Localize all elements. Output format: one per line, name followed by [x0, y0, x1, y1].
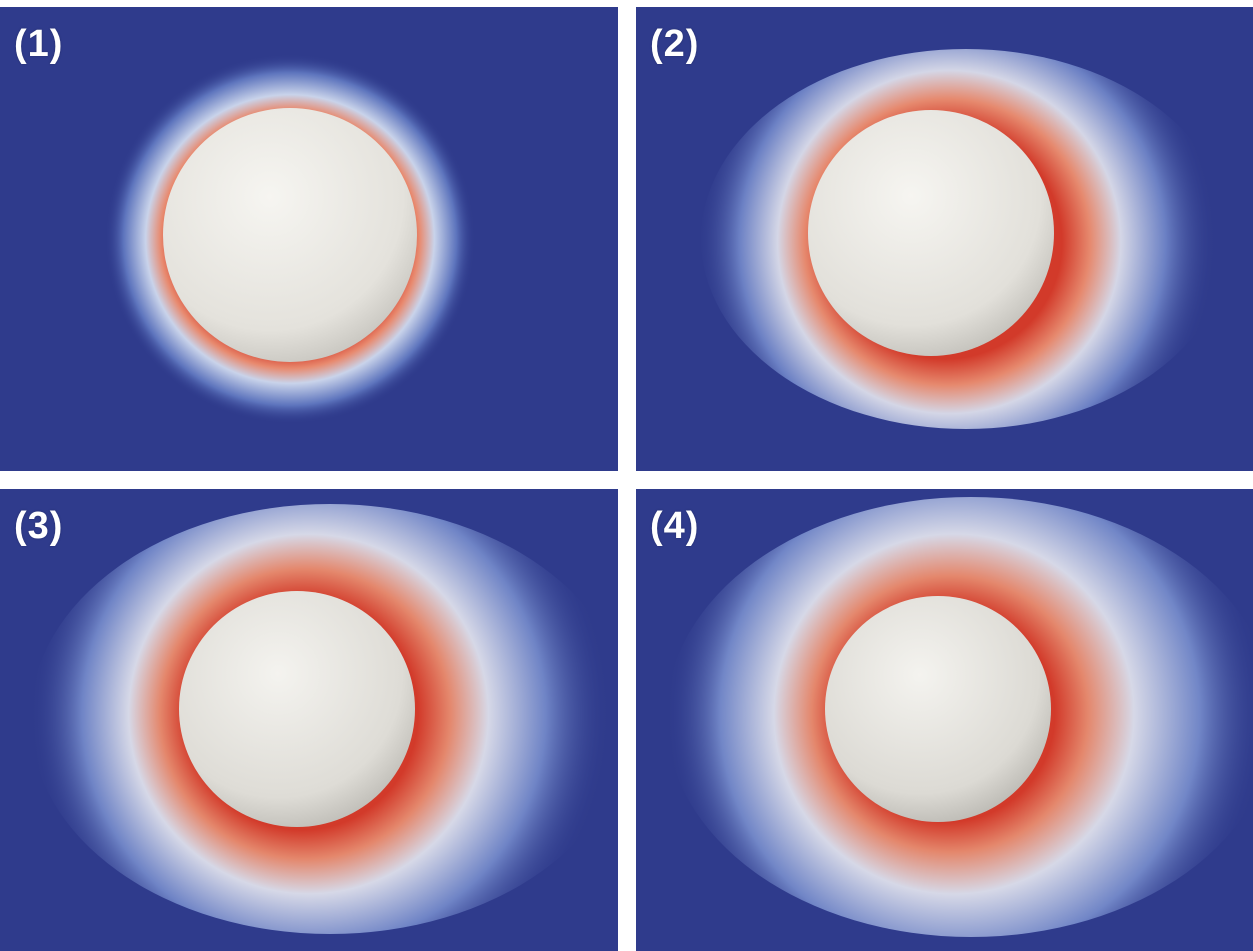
simulation-image-4 [636, 489, 1253, 951]
simulation-image-1 [0, 7, 618, 471]
panel-label: (1) [14, 23, 64, 65]
panel-label: (2) [650, 23, 700, 65]
panel-label: (3) [14, 505, 64, 547]
panel-3: (3) [0, 489, 618, 951]
simulation-image-3 [0, 489, 618, 951]
simulation-image-2 [636, 7, 1253, 471]
panel-2: (2) [636, 7, 1253, 471]
panel-1: (1) [0, 7, 618, 471]
panel-label: (4) [650, 505, 700, 547]
sphere [825, 596, 1051, 822]
sphere [163, 108, 417, 362]
panel-4: (4) [636, 489, 1253, 951]
sphere [179, 591, 415, 827]
sphere [808, 110, 1054, 356]
